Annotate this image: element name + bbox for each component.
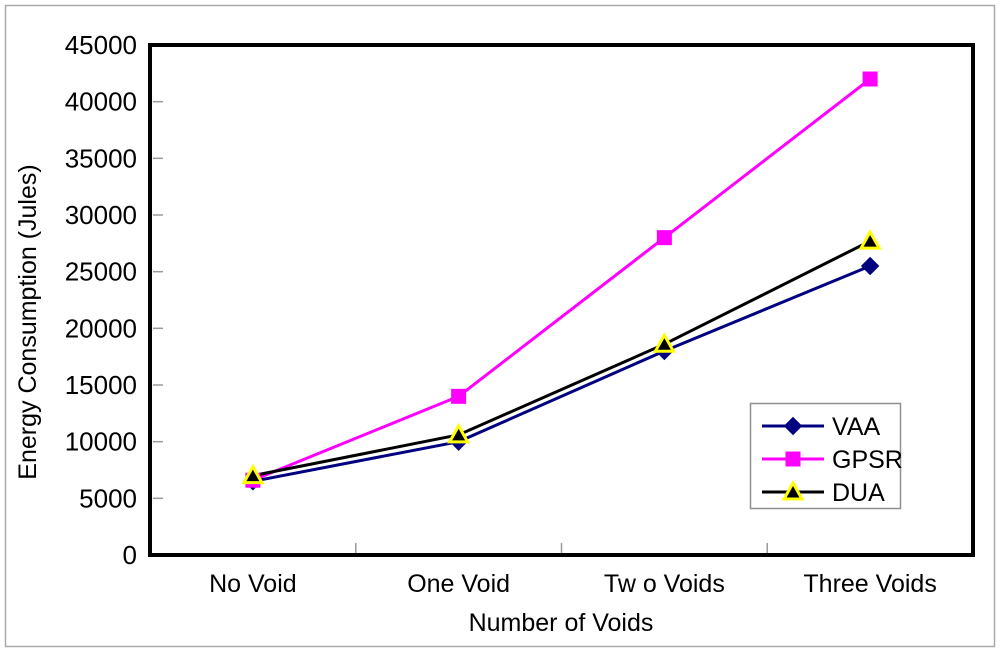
series-marker-gpsr-2 [656, 230, 672, 246]
chart-legend-layer: VAA GPSR DUA [749, 402, 903, 510]
series-marker-dua-1 [447, 422, 471, 444]
y-tick-label: 5000 [79, 483, 137, 513]
y-tick-label: 10000 [65, 427, 137, 457]
chart-series-layer [148, 43, 975, 557]
legend-marker-vaa [783, 416, 803, 436]
legend-label-dua: DUA [832, 479, 885, 507]
x-tick-label: Tw o Voids [604, 570, 725, 598]
series-marker-dua-2 [652, 332, 676, 353]
x-tick-label: One Void [407, 570, 510, 598]
plot-area-frame [148, 43, 975, 557]
y-tick-label: 25000 [65, 257, 137, 287]
figure-border [4, 4, 996, 648]
x-tick-label: Three Voids [803, 570, 936, 598]
x-axis-title: Number of Voids [469, 609, 654, 637]
series-marker-gpsr-3 [862, 71, 878, 87]
legend-marker-gpsr [785, 451, 801, 467]
y-tick-label: 40000 [65, 87, 137, 117]
y-tick-label: 30000 [65, 200, 137, 230]
y-tick-label: 15000 [65, 370, 137, 400]
series-marker-dua-3 [858, 229, 882, 250]
legend-marker-dua [781, 479, 805, 501]
y-tick-label: 45000 [65, 30, 137, 60]
legend-label-vaa: VAA [832, 413, 880, 441]
y-tick-label: 20000 [65, 313, 137, 343]
series-marker-vaa-3 [860, 256, 880, 276]
series-line-gpsr [252, 77, 872, 482]
series-line-dua [252, 239, 871, 478]
series-line-vaa [252, 264, 871, 483]
series-marker-dua-0 [241, 463, 265, 485]
y-tick-label: 0 [123, 540, 137, 570]
x-tick-label: No Void [209, 570, 297, 598]
y-tick-label: 35000 [65, 143, 137, 173]
legend-label-gpsr: GPSR [832, 446, 903, 474]
chart-base-layer: 0 5000 10000 15000 20000 25000 30000 35000 40000… [4, 4, 996, 648]
series-marker-gpsr-1 [451, 388, 467, 404]
y-axis-title: Energy Consumption (Jules) [14, 164, 42, 479]
